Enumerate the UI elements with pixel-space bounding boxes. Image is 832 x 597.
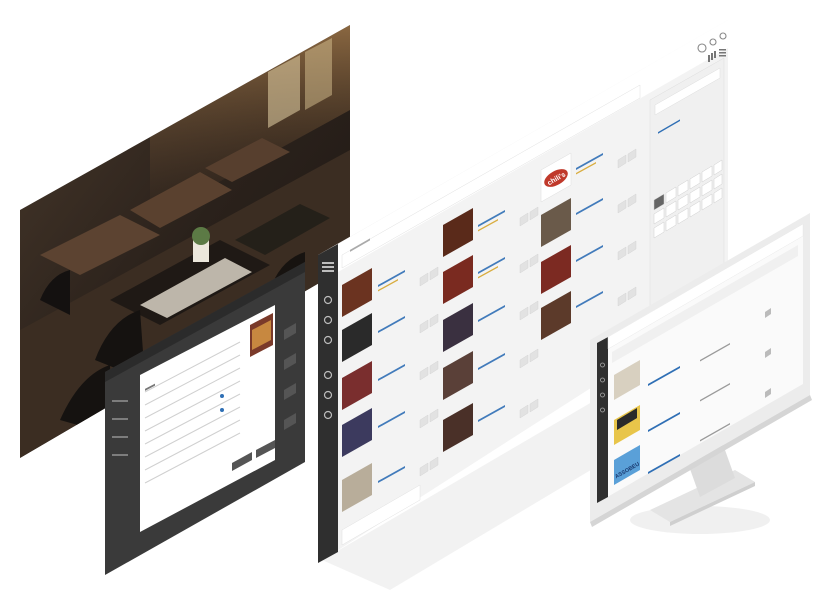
help-icon[interactable] — [709, 38, 717, 46]
sidebar — [318, 244, 338, 563]
settings-icon[interactable] — [719, 32, 727, 40]
user-icon[interactable] — [697, 43, 707, 53]
restaurant-card-list: chili's — [342, 152, 572, 512]
